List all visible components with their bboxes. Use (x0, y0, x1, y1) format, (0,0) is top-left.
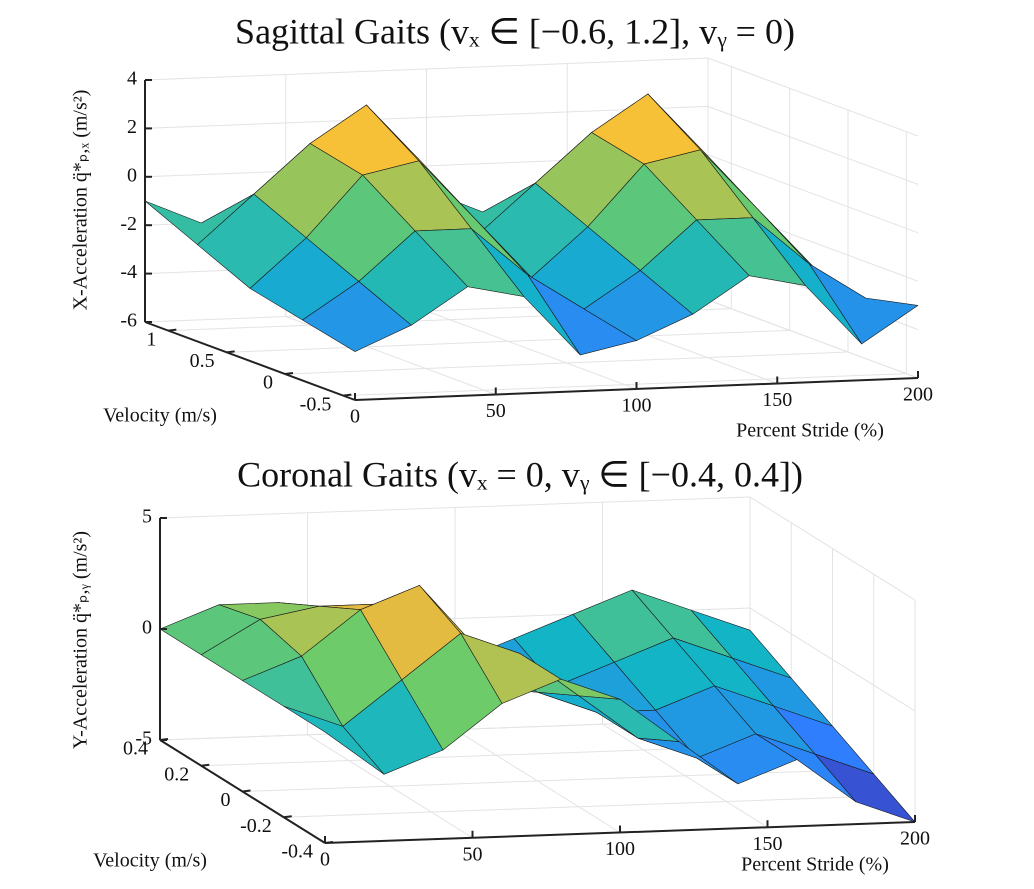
z-tick-label: -5 (135, 728, 152, 750)
grid-line (707, 105, 919, 185)
x-tick-label: 50 (463, 843, 483, 865)
y-axis-label: Velocity (m/s) (93, 850, 207, 872)
y-tick-label: 0 (263, 372, 273, 394)
grid-line (749, 496, 916, 601)
z-tick-label: -4 (120, 261, 137, 283)
grid-line (707, 57, 919, 137)
grid-line (226, 329, 790, 353)
z-tick-label: 2 (127, 116, 137, 138)
grid-line (159, 496, 751, 519)
x-tick-label: 200 (900, 828, 930, 850)
grid-line (283, 795, 874, 818)
z-tick-label: 0 (142, 617, 152, 639)
surface-patch (752, 217, 863, 345)
y-tick (283, 815, 292, 819)
grid-line (144, 57, 709, 81)
x-tick-label: 150 (753, 833, 783, 855)
y-tick-label: 1 (146, 328, 156, 350)
surface-patch (283, 705, 385, 775)
z-tick-label: 4 (127, 68, 137, 90)
z-tick-label: -6 (120, 310, 137, 332)
grid-line (284, 351, 849, 375)
x-tick-label: 150 (762, 389, 792, 411)
y-tick (343, 393, 352, 397)
surface-patch (302, 281, 412, 352)
y-tick (168, 328, 177, 332)
z-tick-label: 0 (127, 164, 137, 186)
z-axis-label: X-Acceleration q̈*ₚ,ₓ (m/s²) (70, 90, 92, 311)
y-tick-label: -0.2 (240, 815, 272, 837)
x-tick-label: 0 (320, 849, 330, 871)
y-tick-label: 0.2 (164, 763, 189, 785)
y-tick-label: 0 (221, 789, 231, 811)
grid-line (707, 154, 919, 234)
x-tick-label: 200 (903, 384, 933, 406)
x-axis-label: Percent Stride (%) (741, 854, 889, 876)
y-tick (226, 350, 235, 354)
grid-line (707, 299, 919, 379)
x-tick-label: 0 (350, 406, 360, 428)
chart-title: Coronal Gaits (vₓ = 0, vᵧ ∈ [−0.4, 0.4]) (237, 454, 803, 494)
chart-title: Sagittal Gaits (vₓ ∈ [−0.6, 1.2], vᵧ = 0… (235, 11, 795, 51)
grid-line (343, 373, 907, 397)
y-tick (324, 841, 334, 844)
x-axis-label: Percent Stride (%) (736, 420, 884, 442)
x-tick-label: 50 (486, 400, 506, 422)
z-tick-label: -2 (120, 213, 137, 235)
y-tick (284, 372, 294, 375)
grid-line (144, 105, 709, 129)
grid-line (749, 607, 916, 712)
y-axis (144, 321, 356, 401)
y-tick (242, 789, 251, 793)
z-axis-label: Y-Acceleration q̈*ₚ,ᵧ (m/s²) (70, 531, 92, 749)
y-axis-label: Velocity (m/s) (103, 405, 217, 427)
y-tick-label: -0.4 (281, 841, 313, 863)
y-tick-label: -0.5 (300, 393, 332, 415)
x-tick-label: 100 (622, 395, 652, 417)
grid-line (426, 310, 637, 390)
z-tick-label: 5 (142, 506, 152, 528)
x-tick-label: 100 (605, 838, 635, 860)
y-tick-label: 0.5 (190, 350, 215, 372)
y-tick-label: 0.4 (123, 738, 148, 760)
y-tick (201, 763, 210, 767)
